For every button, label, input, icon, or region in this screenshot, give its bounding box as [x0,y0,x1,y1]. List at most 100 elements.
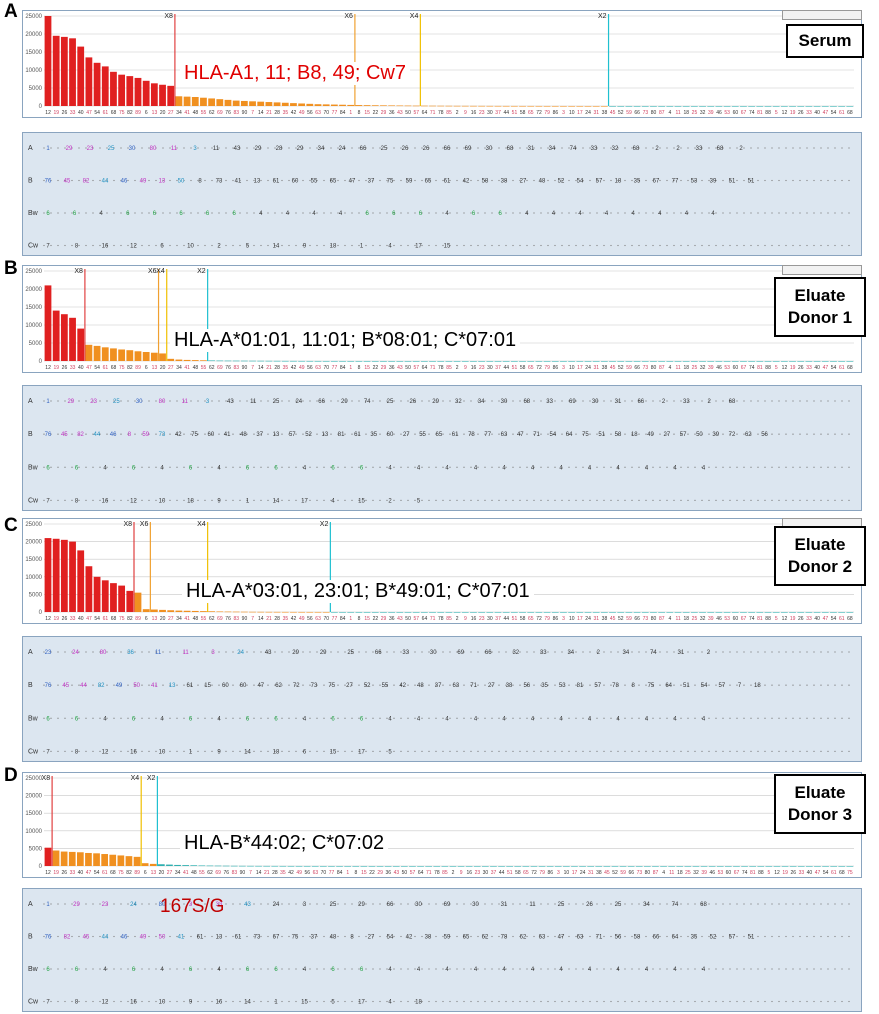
allele-cell: 14 [244,1000,251,1006]
bar [486,360,494,362]
allele-cell: 43 [227,399,234,405]
bar [339,104,346,106]
scrollbar[interactable] [782,10,862,20]
grid-dot [533,466,535,468]
grid-dot [365,684,367,686]
grid-dot [99,903,101,905]
grid-row-label: Cw [28,497,39,504]
grid-dot [134,717,136,719]
bar [609,105,616,107]
bar [273,102,281,106]
grid-dot [708,400,710,402]
grid-dot [708,684,710,686]
grid-dot [743,433,745,435]
scrollbar[interactable] [782,265,862,275]
bar [93,576,101,612]
grid-dot [127,968,129,970]
grid-dot [148,717,150,719]
bar [821,611,829,613]
bar [617,105,625,107]
x-tick-label: 85 [446,616,452,622]
grid-dot [281,212,283,214]
bar [265,102,273,106]
bar [110,348,117,361]
grid-dot [764,903,766,905]
grid-dot [239,651,241,653]
grid-dot [764,499,766,501]
grid-dot [148,212,150,214]
allele-cell: 34 [567,650,574,656]
x-tick-label: 76 [223,870,229,876]
x-tick-label: 3 [562,616,565,622]
allele-cell: 61 [354,432,361,438]
bar [159,609,166,612]
grid-dot [393,466,395,468]
grid-dot [435,433,437,435]
grid-dot [358,750,360,752]
grid-dot [169,717,171,719]
grid-dot [295,244,297,247]
grid-dot [554,212,556,214]
grid-dot [78,212,80,214]
allele-cell: 45 [61,432,68,438]
grid-dot [743,244,745,247]
grid-dot [344,147,346,149]
grid-dot [50,717,52,719]
x-tick-label: 53 [724,110,730,116]
grid-dot [834,499,836,501]
grid-dot [799,651,801,653]
grid-dot [295,147,297,149]
grid-dot [64,684,66,686]
grid-dot [400,499,402,501]
grid-dot [106,244,108,247]
grid-dot [246,935,248,938]
grid-dot [694,651,696,653]
bar [563,865,570,867]
bar [200,611,207,612]
grid-dot [85,433,87,435]
grid-dot [666,968,668,970]
grid-dot [442,433,444,435]
bar [797,360,805,362]
grid-dot [813,147,815,149]
cutoff-label: X6 [140,521,149,528]
bar [191,360,199,361]
grid-dot [372,179,374,182]
x-tick-label: 10 [569,616,575,622]
grid-dot [463,717,465,719]
grid-dot [638,499,640,501]
grid-dot [533,717,535,719]
x-tick-label: 15 [361,870,367,876]
grid-dot [547,244,549,247]
grid-dot [708,499,710,501]
bar [93,345,101,361]
x-tick-label: 15 [364,110,370,116]
x-tick-label: 54 [94,110,100,116]
grid-dot [162,1000,164,1003]
allele-cell: 82 [83,179,90,185]
x-tick-label: 56 [307,365,313,371]
grid-dot [687,750,689,752]
bar [707,611,715,613]
grid-dot [694,684,696,686]
allele-grid [22,636,862,762]
grid-dot [617,717,619,719]
allele-cell: 4 [303,967,307,973]
grid-dot [519,968,521,970]
grid-dot [92,499,94,501]
grid-dot [99,466,101,468]
grid-dot [484,684,486,686]
grid-dot [428,179,430,182]
grid-dot [519,212,521,214]
bar [660,865,667,867]
x-tick-label: 54 [94,365,100,371]
grid-dot [99,212,101,214]
allele-cell: 25 [615,902,622,908]
x-tick-label: 79 [544,365,550,371]
grid-dot [267,244,269,247]
y-tick-label: 10000 [25,68,42,74]
allele-cell: 75 [648,683,655,689]
grid-dot [666,651,668,653]
grid-dot [288,466,290,468]
x-tick-label: 40 [78,870,84,876]
